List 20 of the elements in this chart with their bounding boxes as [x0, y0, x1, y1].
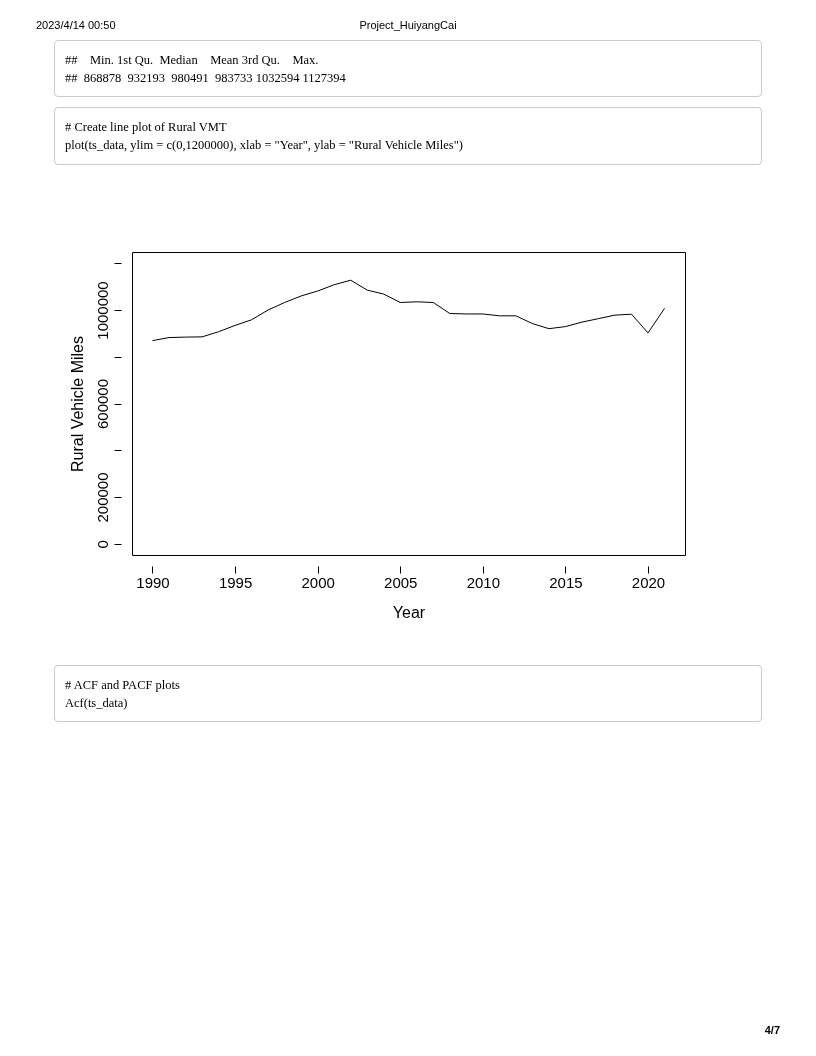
chart-title: Project_HuiyangCai: [359, 19, 457, 31]
x-tick-label: 2020: [631, 573, 666, 591]
y-tick-label: 200000: [93, 472, 111, 523]
y-tick-label: 1000000: [93, 281, 111, 340]
x-tick-label: 1995: [218, 573, 253, 591]
code-box: ## Min. 1st Qu. Median Mean 3rd Qu. Max. ## 868878 932193 980491 983733 1032594 1127394: [54, 40, 762, 97]
x-tick-label: 2005: [384, 573, 418, 591]
code-box: # ACF and PACF plots Acf(ts_data): [54, 665, 762, 722]
y-tick-label: 600000: [93, 378, 111, 430]
x-tick-label: 2015: [549, 573, 583, 591]
code-box: # Create line plot of Rural VMT plot(ts_data, ylim = c(0,1200000), xlab = "Year", ylab = "Rural Vehicle Miles"): [54, 107, 762, 165]
line-series: [151, 279, 666, 342]
text: 2023/4/14 00:50: [36, 19, 116, 31]
y-tick-label: 0: [93, 540, 111, 549]
x-tick-label: 1990: [136, 573, 170, 591]
x-tick-label: 2010: [466, 573, 501, 591]
x-axis-title: Year: [392, 603, 426, 621]
y-axis-title: Rural Vehicle Miles: [68, 335, 86, 473]
text: 4/7: [764, 1024, 780, 1036]
x-tick-label: 2000: [301, 573, 335, 591]
